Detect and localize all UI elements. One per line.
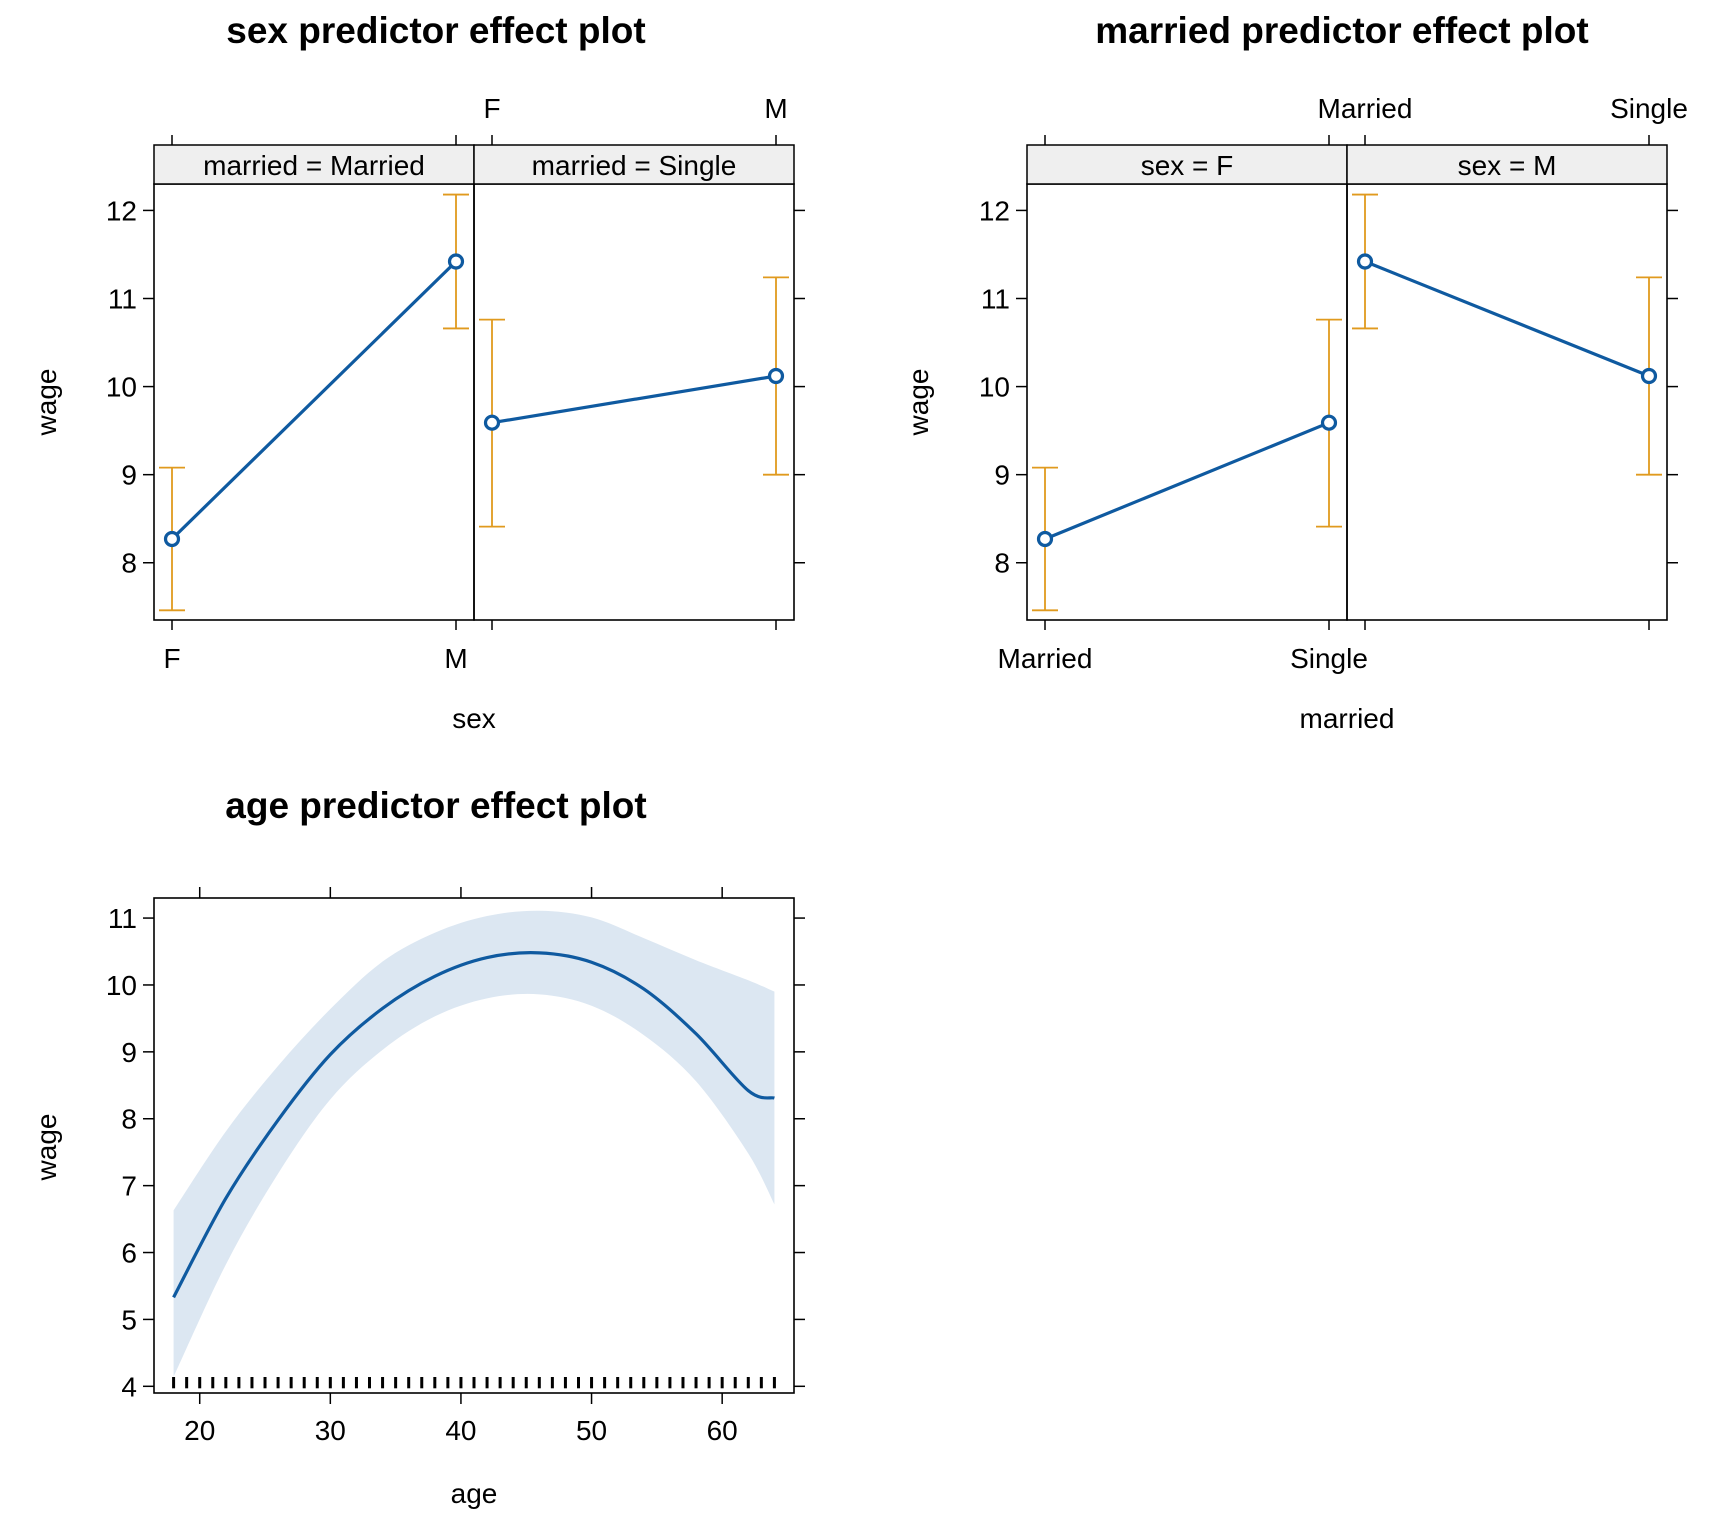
age-effect-plot: age predictor effect plot age wage 20 30 4… xyxy=(31,785,805,1509)
effect-line xyxy=(170,260,458,541)
sex-plot-strip-right: married = Single xyxy=(473,144,795,185)
married-plot-ylabel: wage xyxy=(903,369,934,437)
y-tick-label: 7 xyxy=(121,1171,137,1202)
x-tick-label: Single xyxy=(1290,643,1368,674)
effect-point xyxy=(767,367,785,385)
effect-point xyxy=(1320,414,1338,431)
panel-frame xyxy=(1346,183,1668,621)
effect-line xyxy=(1364,260,1650,378)
effect-line xyxy=(1044,421,1330,541)
sex-effect-plot: sex predictor effect plot sex wage F M F M 8… xyxy=(31,10,805,734)
y-tick-label: 4 xyxy=(121,1371,137,1402)
married-plot-xlabel: married xyxy=(1300,703,1395,734)
effect-point xyxy=(1356,253,1374,270)
x-tick-label: M xyxy=(444,643,467,674)
y-tick-label: 10 xyxy=(106,372,137,403)
strip-label: married = Married xyxy=(203,150,425,181)
x-tick-label: Married xyxy=(1318,93,1413,124)
strip-box xyxy=(1026,144,1348,185)
y-tick-label: 10 xyxy=(979,372,1010,403)
x-tick-label: 20 xyxy=(184,1415,215,1446)
panel-frame xyxy=(153,897,795,1394)
sex-plot-xlabel: sex xyxy=(452,703,496,734)
age-plot-area: 20 30 40 50 60 4 5 6 7 8 9 10 11 xyxy=(106,887,805,1446)
effect-point xyxy=(447,253,465,270)
strip-label: sex = F xyxy=(1141,150,1234,181)
x-tick-label: Married xyxy=(998,643,1093,674)
age-plot-title: age predictor effect plot xyxy=(225,785,646,826)
y-tick-label: 8 xyxy=(121,548,137,579)
effect-point xyxy=(1640,367,1658,385)
sex-plot-ylabel: wage xyxy=(31,369,62,437)
panel-frame xyxy=(473,183,795,621)
married-plot-strip-right: sex = M xyxy=(1346,144,1668,185)
y-tick-label: 9 xyxy=(994,460,1010,491)
y-tick-label: 12 xyxy=(106,195,137,226)
strip-box xyxy=(1346,144,1668,185)
married-plot-title: married predictor effect plot xyxy=(1095,10,1588,51)
effect-line xyxy=(491,374,777,425)
x-tick-label: 30 xyxy=(315,1415,346,1446)
y-tick-label: 11 xyxy=(981,284,1010,315)
y-tick-label: 6 xyxy=(121,1238,137,1269)
x-tick-label: M xyxy=(764,93,787,124)
y-tick-label: 5 xyxy=(121,1304,137,1335)
effect-point xyxy=(1036,530,1054,548)
married-plot-strip-left: sex = F xyxy=(1026,144,1348,185)
y-tick-label: 8 xyxy=(121,1104,137,1135)
sex-plot-strip-left: married = Married xyxy=(153,144,475,185)
panel-frame xyxy=(1026,183,1348,621)
strip-box xyxy=(153,144,475,185)
y-tick-label: 8 xyxy=(994,548,1010,579)
x-tick-label: F xyxy=(163,643,180,674)
y-tick-label: 9 xyxy=(121,460,137,491)
effect-point xyxy=(483,414,501,431)
x-tick-label: 40 xyxy=(445,1415,476,1446)
age-plot-ylabel: wage xyxy=(31,1114,62,1182)
age-plot-xlabel: age xyxy=(451,1478,498,1509)
married-plot-area: Married Single Married Single 8 9 10 11 12 xyxy=(979,93,1688,674)
y-tick-label: 10 xyxy=(106,970,137,1001)
x-tick-label: F xyxy=(483,93,500,124)
x-tick-label: Single xyxy=(1610,93,1688,124)
y-tick-label: 11 xyxy=(108,284,137,315)
sex-plot-area: F M F M 8 9 10 11 12 xyxy=(106,93,805,674)
effect-point xyxy=(163,530,181,548)
y-tick-label: 9 xyxy=(121,1037,137,1068)
strip-label: married = Single xyxy=(532,150,737,181)
y-tick-label: 12 xyxy=(979,195,1010,226)
strip-label: sex = M xyxy=(1458,150,1557,181)
married-effect-plot: married predictor effect plot married wa… xyxy=(903,10,1688,734)
y-tick-label: 11 xyxy=(108,903,137,934)
confidence-band xyxy=(173,910,775,1377)
x-tick-label: 60 xyxy=(707,1415,738,1446)
sex-plot-title: sex predictor effect plot xyxy=(226,10,645,51)
strip-box xyxy=(473,144,795,185)
fit-line xyxy=(172,951,775,1299)
x-tick-label: 50 xyxy=(576,1415,607,1446)
